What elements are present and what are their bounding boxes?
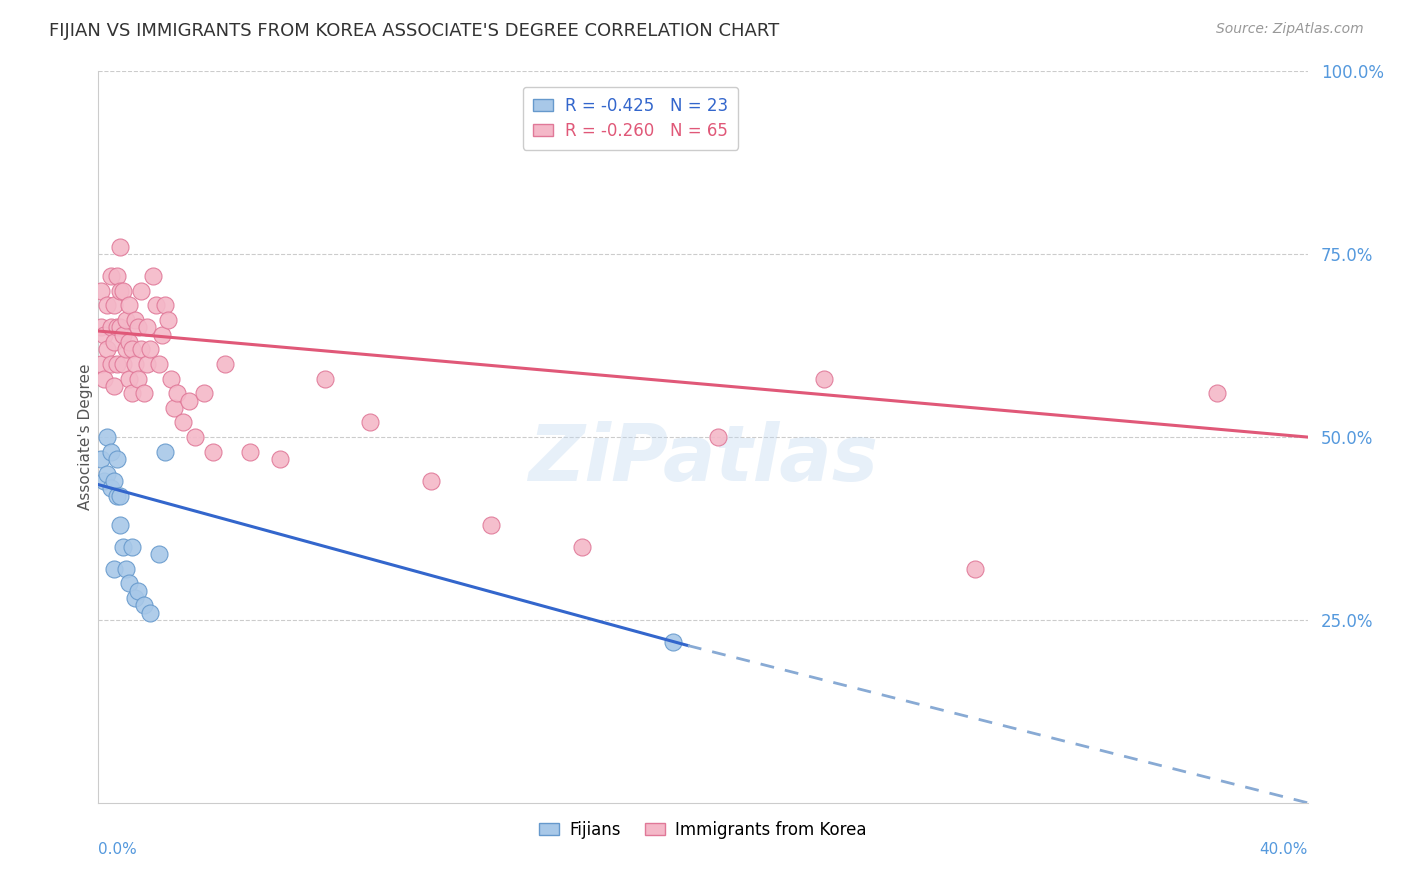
Point bbox=[121, 386, 143, 401]
Point bbox=[100, 269, 122, 284]
Point bbox=[93, 474, 115, 488]
Point bbox=[314, 371, 336, 385]
Point bbox=[108, 517, 131, 532]
Point bbox=[100, 357, 122, 371]
Point bbox=[118, 371, 141, 385]
Point bbox=[103, 334, 125, 349]
Point bbox=[163, 401, 186, 415]
Point bbox=[481, 517, 503, 532]
Point bbox=[179, 393, 201, 408]
Text: 0.0%: 0.0% bbox=[98, 842, 138, 856]
Point bbox=[153, 298, 176, 312]
Point bbox=[108, 489, 131, 503]
Point bbox=[135, 320, 157, 334]
Point bbox=[100, 444, 122, 458]
Text: FIJIAN VS IMMIGRANTS FROM KOREA ASSOCIATE'S DEGREE CORRELATION CHART: FIJIAN VS IMMIGRANTS FROM KOREA ASSOCIAT… bbox=[49, 22, 779, 40]
Point bbox=[132, 386, 155, 401]
Point bbox=[118, 576, 141, 591]
Point bbox=[108, 284, 131, 298]
Point bbox=[118, 334, 141, 349]
Point bbox=[269, 452, 291, 467]
Point bbox=[142, 269, 165, 284]
Point bbox=[108, 240, 131, 254]
Point bbox=[111, 284, 134, 298]
Point bbox=[150, 327, 173, 342]
Point bbox=[132, 599, 155, 613]
Point bbox=[90, 452, 112, 467]
Point bbox=[139, 343, 162, 357]
Point bbox=[103, 474, 125, 488]
Point bbox=[1206, 386, 1229, 401]
Point bbox=[571, 540, 593, 554]
Point bbox=[105, 269, 128, 284]
Point bbox=[90, 284, 112, 298]
Text: ZiPatlas: ZiPatlas bbox=[529, 421, 877, 497]
Point bbox=[111, 357, 134, 371]
Point bbox=[100, 481, 122, 495]
Point bbox=[184, 430, 207, 444]
Point bbox=[105, 489, 128, 503]
Point bbox=[114, 562, 136, 576]
Point bbox=[420, 474, 443, 488]
Point bbox=[145, 298, 167, 312]
Point bbox=[148, 357, 170, 371]
Point bbox=[127, 371, 149, 385]
Text: 40.0%: 40.0% bbox=[1260, 842, 1308, 856]
Point bbox=[124, 357, 146, 371]
Point bbox=[160, 371, 183, 385]
Point bbox=[965, 562, 987, 576]
Point bbox=[96, 430, 118, 444]
Point bbox=[90, 320, 112, 334]
Point bbox=[813, 371, 835, 385]
Y-axis label: Associate's Degree: Associate's Degree bbox=[77, 364, 93, 510]
Point bbox=[360, 416, 382, 430]
Point bbox=[193, 386, 215, 401]
Point bbox=[124, 591, 146, 605]
Text: Source: ZipAtlas.com: Source: ZipAtlas.com bbox=[1216, 22, 1364, 37]
Point bbox=[153, 444, 176, 458]
Point bbox=[105, 320, 128, 334]
Point bbox=[239, 444, 262, 458]
Point bbox=[139, 606, 162, 620]
Point bbox=[93, 371, 115, 385]
Point bbox=[129, 284, 152, 298]
Point bbox=[105, 357, 128, 371]
Point bbox=[172, 416, 194, 430]
Point bbox=[156, 313, 179, 327]
Point bbox=[103, 379, 125, 393]
Point bbox=[127, 583, 149, 598]
Point bbox=[166, 386, 188, 401]
Point bbox=[148, 547, 170, 561]
Point bbox=[96, 343, 118, 357]
Point bbox=[93, 327, 115, 342]
Point bbox=[707, 430, 730, 444]
Point bbox=[121, 540, 143, 554]
Legend: Fijians, Immigrants from Korea: Fijians, Immigrants from Korea bbox=[533, 814, 873, 846]
Point bbox=[96, 467, 118, 481]
Point bbox=[127, 320, 149, 334]
Point bbox=[103, 562, 125, 576]
Point bbox=[108, 320, 131, 334]
Point bbox=[661, 635, 683, 649]
Point bbox=[100, 320, 122, 334]
Point bbox=[96, 298, 118, 312]
Point bbox=[118, 298, 141, 312]
Point bbox=[121, 343, 143, 357]
Point bbox=[135, 357, 157, 371]
Point bbox=[129, 343, 152, 357]
Point bbox=[111, 540, 134, 554]
Point bbox=[114, 313, 136, 327]
Point bbox=[214, 357, 236, 371]
Point bbox=[124, 313, 146, 327]
Point bbox=[105, 452, 128, 467]
Point bbox=[103, 298, 125, 312]
Point bbox=[114, 343, 136, 357]
Point bbox=[90, 357, 112, 371]
Point bbox=[111, 327, 134, 342]
Point bbox=[202, 444, 225, 458]
